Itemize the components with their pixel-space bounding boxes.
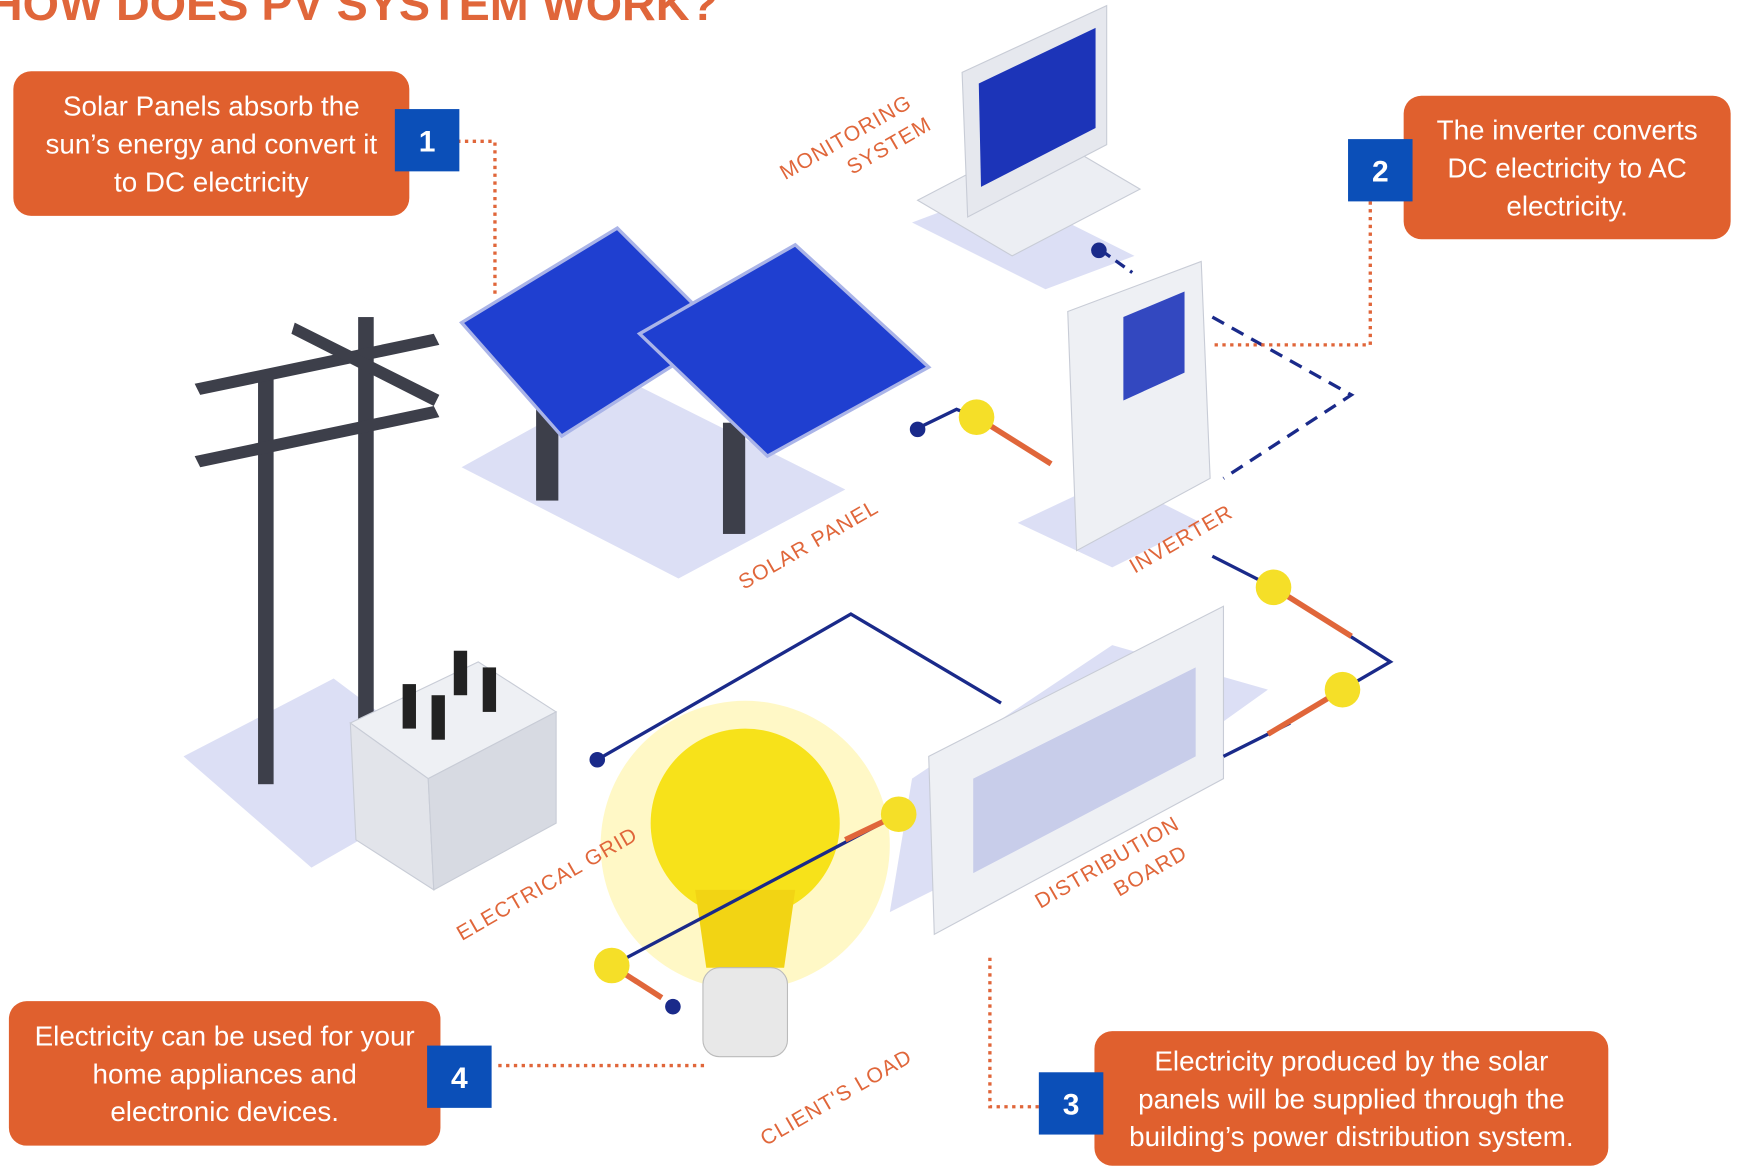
step-callout: Solar Panels absorb the sun’s energy and … — [13, 71, 459, 216]
callout-text: sun’s energy and convert it — [45, 129, 377, 160]
step-number: 3 — [1063, 1089, 1080, 1122]
callout-text: Electricity produced by the solar — [1154, 1046, 1548, 1077]
callout-text: Solar Panels absorb the — [63, 91, 360, 122]
step-callout: The inverter converts DC electricity to A… — [1348, 96, 1731, 239]
component-label: CLIENT'S LOAD — [757, 1045, 917, 1150]
diagram: HOW DOES PV SYSTEM WORK? — [0, 0, 1744, 1168]
callout-text: The inverter converts — [1437, 115, 1698, 146]
step-number: 2 — [1372, 155, 1389, 188]
monitor — [918, 6, 1140, 256]
transformer — [350, 651, 556, 890]
label-line: CLIENT'S LOAD — [757, 1045, 917, 1150]
callout-text: Electricity can be used for your — [35, 1021, 415, 1052]
callout-text: to DC electricity — [114, 166, 309, 197]
light-bulb — [601, 701, 890, 1057]
callout-text: building’s power distribution system. — [1129, 1121, 1573, 1152]
callout-text: home appliances and — [93, 1058, 357, 1089]
title: HOW DOES PV SYSTEM WORK? — [0, 0, 718, 30]
callout-text: electronic devices. — [110, 1096, 339, 1127]
step-number: 1 — [419, 125, 436, 158]
inverter — [1068, 261, 1210, 550]
callout-text: panels will be supplied through the — [1138, 1083, 1565, 1114]
callout-text: DC electricity to AC — [1447, 152, 1686, 183]
step-callout: Electricity produced by the solar panels … — [1039, 1031, 1608, 1166]
step-number: 4 — [451, 1062, 468, 1095]
callout-text: electricity. — [1506, 190, 1628, 221]
step-callout: Electricity can be used for your home app… — [9, 1001, 492, 1146]
